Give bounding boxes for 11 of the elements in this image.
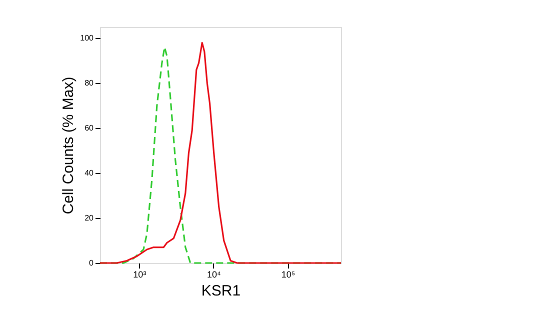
y-tick-label: 20: [84, 214, 94, 223]
y-tick-label: 100: [80, 34, 94, 43]
x-tick-label: 10⁵: [281, 270, 296, 280]
y-tick-label: 60: [84, 124, 94, 133]
x-tick-label: 10⁴: [207, 270, 222, 280]
x-axis-title: KSR1: [201, 282, 241, 300]
x-tick-label: 10³: [133, 270, 146, 280]
y-axis-title: Cell Counts (% Max): [60, 76, 78, 214]
y-tick-label: 0: [89, 258, 94, 268]
y-tick-label: 40: [84, 168, 94, 178]
y-tick-label: 80: [84, 78, 94, 88]
